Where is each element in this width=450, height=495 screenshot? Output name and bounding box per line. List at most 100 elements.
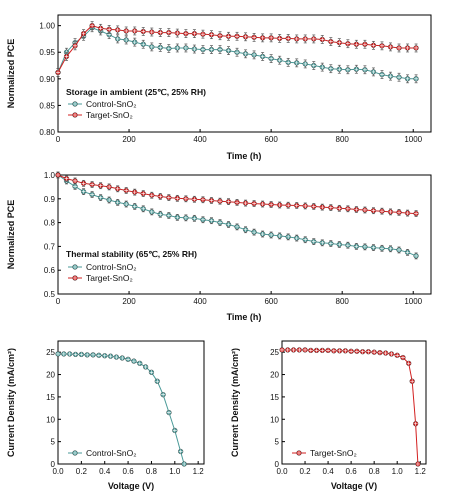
data-point-cross <box>102 353 107 358</box>
data-point-cross <box>155 379 160 384</box>
data-point-cross <box>308 348 313 353</box>
data-point-cross <box>354 207 359 212</box>
data-point-cross <box>81 181 86 186</box>
data-point-cross <box>200 32 205 37</box>
x-tick-label: 1000 <box>404 297 422 306</box>
data-point-cross <box>252 230 257 235</box>
y-tick-label: 0.90 <box>39 75 55 84</box>
data-point-cross <box>406 361 411 366</box>
data-point-cross <box>209 198 214 203</box>
data-point-cross <box>217 47 222 52</box>
data-point-cross <box>331 348 336 353</box>
data-point-cross <box>209 32 214 37</box>
data-point-cross <box>277 202 282 207</box>
data-point-cross <box>115 36 120 41</box>
data-point-cross <box>303 203 308 208</box>
data-point-cross <box>414 76 419 81</box>
data-point-cross <box>345 206 350 211</box>
x-tick-label: 800 <box>336 135 350 144</box>
data-point-cross <box>183 31 188 36</box>
data-point-cross <box>343 348 348 353</box>
data-point-cross <box>414 253 419 258</box>
data-point-cross <box>371 208 376 213</box>
data-point-cross <box>64 54 69 59</box>
data-point-cross <box>297 347 302 352</box>
chart-jv-target: Current Density (mA/cm²) Voltage (V) 0.0… <box>230 340 427 491</box>
y-axis-label: Current Density (mA/cm²) <box>230 348 240 457</box>
data-point-cross <box>397 247 402 252</box>
data-point-cross <box>326 348 331 353</box>
data-point-cross <box>410 379 415 384</box>
y-tick-label: 20 <box>270 371 279 380</box>
annotation: Thermal stability (65℃, 25% RH) <box>66 249 197 259</box>
data-point-cross <box>388 44 393 49</box>
x-tick-label: 600 <box>264 297 278 306</box>
data-point-cross <box>217 33 222 38</box>
data-point-cross <box>286 60 291 65</box>
x-axis-label: Time (h) <box>227 312 262 322</box>
data-point-cross <box>379 246 384 251</box>
plot-frame <box>57 174 432 295</box>
data-point-cross <box>260 35 265 40</box>
data-point-cross <box>286 234 291 239</box>
data-point-cross <box>405 211 410 216</box>
data-point-cross <box>286 36 291 41</box>
data-point-cross <box>226 199 231 204</box>
data-point-cross <box>217 220 222 225</box>
y-tick-label: 0.85 <box>39 101 55 110</box>
data-point-cross <box>192 197 197 202</box>
data-point-cross <box>337 206 342 211</box>
data-point-cross <box>158 45 163 50</box>
legend-marker-cross <box>73 113 77 117</box>
legend-marker-cross <box>73 451 77 455</box>
data-point-cross <box>252 201 257 206</box>
data-point-cross <box>337 348 342 353</box>
legend-marker-cross <box>297 451 301 455</box>
y-tick-label: 15 <box>46 393 55 402</box>
y-tick-label: 5 <box>275 438 280 447</box>
data-point-cross <box>141 206 146 211</box>
y-tick-label: 0.95 <box>39 48 55 57</box>
data-point-cross <box>397 210 402 215</box>
data-point-cross <box>311 204 316 209</box>
data-point-cross <box>183 45 188 50</box>
data-point-cross <box>149 44 154 49</box>
data-point-cross <box>349 349 354 354</box>
data-point-cross <box>90 192 95 197</box>
legend-label: Control-SnO₂ <box>86 448 137 458</box>
data-point-cross <box>303 36 308 41</box>
data-point-cross <box>337 40 342 45</box>
data-point-cross <box>294 36 299 41</box>
data-point-cross <box>371 43 376 48</box>
data-point-cross <box>286 203 291 208</box>
data-point-cross <box>362 67 367 72</box>
data-point-cross <box>61 351 66 356</box>
chart-jv-control: Current Density (mA/cm²) Voltage (V) 0.0… <box>6 340 205 491</box>
data-point-cross <box>132 204 137 209</box>
data-point-cross <box>360 349 365 354</box>
data-point-cross <box>226 34 231 39</box>
data-point-cross <box>107 184 112 189</box>
legend-marker-cross <box>73 102 77 106</box>
x-tick-label: 1.2 <box>193 467 205 476</box>
data-point-cross <box>192 31 197 36</box>
legend-marker-cross <box>73 276 77 280</box>
y-tick-label: 10 <box>46 415 55 424</box>
data-point-cross <box>166 213 171 218</box>
data-point-cross <box>362 244 367 249</box>
data-point-cross <box>388 209 393 214</box>
x-tick-label: 1000 <box>404 135 422 144</box>
legend-label: Target-SnO₂ <box>86 273 133 283</box>
data-point-cross <box>337 242 342 247</box>
data-point-cross <box>366 349 371 354</box>
data-point-cross <box>115 200 120 205</box>
data-point-cross <box>81 31 86 36</box>
data-point-cross <box>371 245 376 250</box>
data-point-cross <box>124 202 129 207</box>
data-point-cross <box>269 202 274 207</box>
x-tick-label: 600 <box>264 135 278 144</box>
data-point-cross <box>158 194 163 199</box>
data-point-cross <box>126 357 131 362</box>
annotation: Storage in ambient (25℃, 25% RH) <box>66 87 206 97</box>
data-point-cross <box>166 195 171 200</box>
